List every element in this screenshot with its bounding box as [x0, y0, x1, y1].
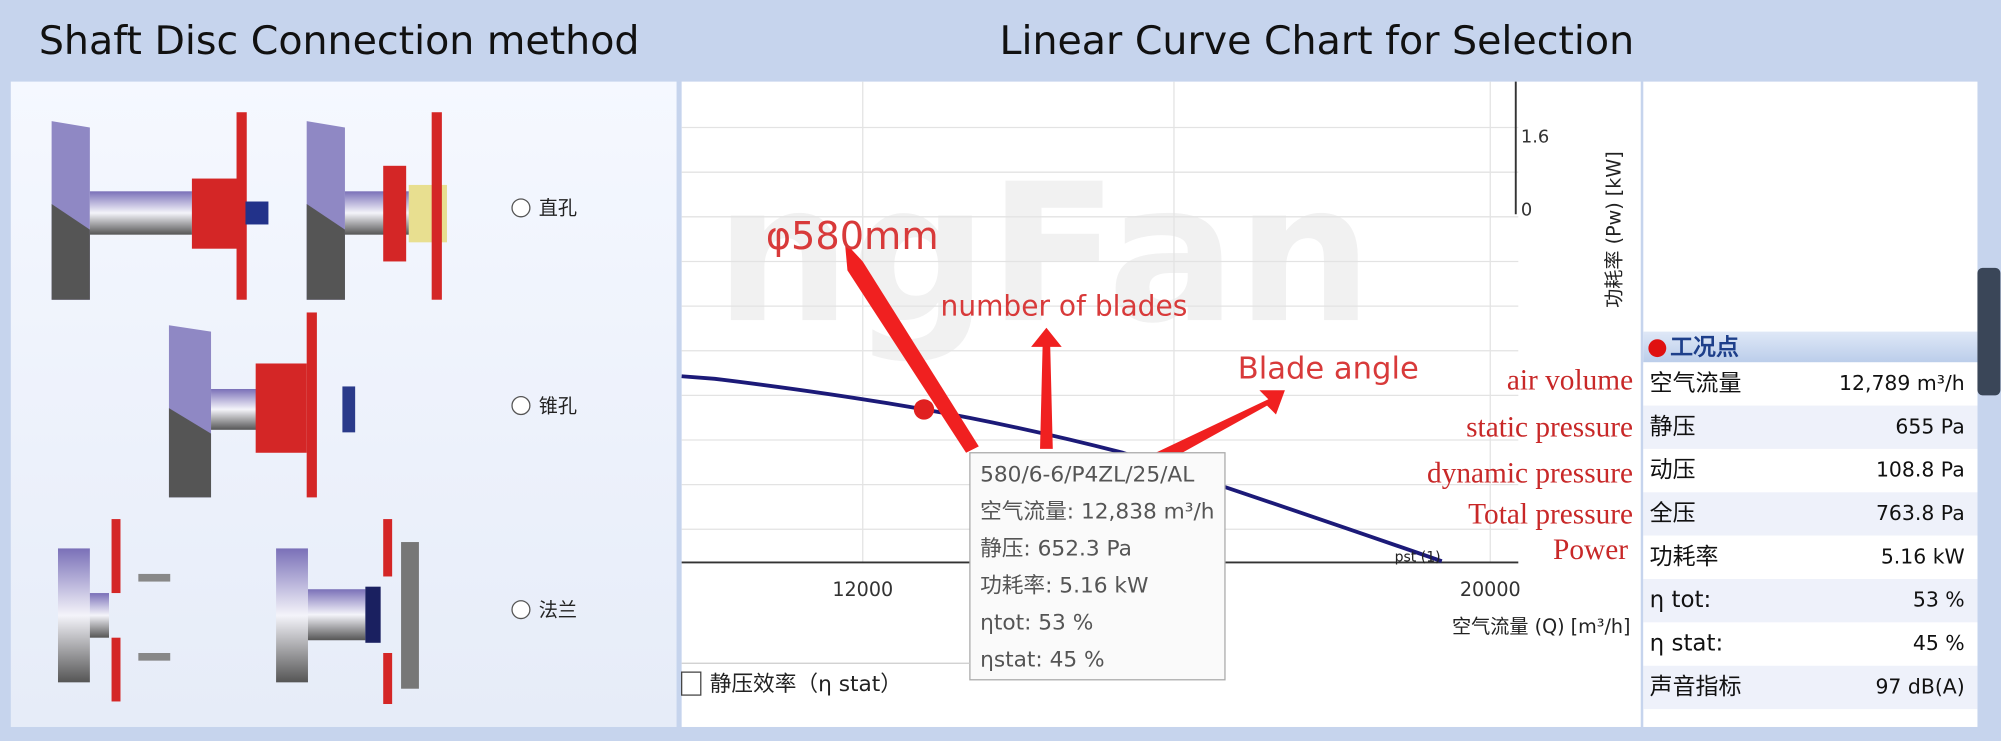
status-dot	[1648, 339, 1667, 358]
row-label: 动压	[1650, 457, 1696, 483]
row-value: 45 %	[1913, 631, 1965, 655]
operating-title: 工况点	[1670, 335, 1739, 361]
tooltip-line: ηstat: 45 %	[980, 648, 1105, 673]
annotation: φ580mm	[766, 214, 939, 259]
row-value: 53 %	[1913, 588, 1965, 612]
option-label[interactable]: 锥孔	[539, 394, 577, 417]
x-axis-label: 空气流量 (Q) [m³/h]	[1452, 615, 1630, 638]
y-axis-label: 功耗率 (Pw) [kW]	[1603, 151, 1626, 308]
drawing-taper	[168, 312, 356, 498]
legend: air volume static pressure dynamic press…	[1427, 364, 1633, 566]
scroll-handle[interactable]	[1977, 267, 2001, 396]
row-bg	[1643, 579, 1978, 623]
row-bg	[1643, 448, 1978, 493]
checkbox[interactable]	[681, 671, 702, 696]
tooltip-line: 静压: 652.3 Pa	[980, 537, 1132, 562]
checkbox-label[interactable]: 静压效率（η stat）	[710, 672, 902, 697]
row-label: η stat:	[1650, 631, 1724, 657]
row-label: 静压	[1650, 414, 1696, 440]
option-label[interactable]: 直孔	[539, 197, 577, 220]
row-label: 功耗率	[1650, 544, 1719, 570]
legend-label: Power	[1553, 534, 1628, 566]
row-bg	[1643, 622, 1978, 666]
tooltip-box	[969, 452, 1226, 681]
annotation: number of blades	[941, 289, 1188, 322]
row-value: 763.8 Pa	[1876, 501, 1965, 525]
legend-label: static pressure	[1466, 412, 1633, 444]
row-bg	[1643, 362, 1978, 406]
operating-rows: 空气流量 12,789 m³/h 静压 655 Pa 动压 108.8 Pa 全压 763.8…	[1643, 362, 1978, 710]
right-title: Linear Curve Chart for Selection	[999, 18, 1634, 64]
tooltip-line: 功耗率: 5.16 kW	[980, 574, 1148, 599]
row-value: 108.8 Pa	[1876, 458, 1965, 482]
row-value: 5.16 kW	[1881, 544, 1965, 568]
legend-label: Total pressure	[1468, 498, 1633, 530]
drawing-flange	[57, 519, 419, 705]
x-tick-label: 12000	[832, 578, 893, 601]
row-value: 12,789 m³/h	[1839, 371, 1965, 395]
radio[interactable]	[511, 198, 531, 218]
row-bg	[1643, 492, 1978, 536]
row-label: η tot:	[1650, 587, 1712, 613]
tooltip: 580/6-6/P4ZL/25/AL 空气流量: 12,838 m³/h 静压:…	[969, 452, 1226, 681]
option-label[interactable]: 法兰	[539, 598, 577, 621]
arrows	[844, 242, 1285, 470]
tooltip-line: ηtot: 53 %	[980, 611, 1093, 636]
x-tick-label: 20000	[1460, 578, 1521, 601]
row-bg	[1643, 665, 1978, 710]
connection-options: 直孔 锥孔 法兰	[511, 197, 577, 621]
y-tick-label: 1.6	[1521, 127, 1549, 148]
row-label: 全压	[1650, 500, 1696, 526]
legend-label: dynamic pressure	[1427, 457, 1633, 489]
left-title: Shaft Disc Connection method	[39, 18, 640, 64]
y-tick-label: 0	[1521, 199, 1532, 220]
row-value: 97 dB(A)	[1875, 674, 1964, 698]
tooltip-line: 空气流量: 12,838 m³/h	[980, 500, 1214, 525]
legend-label: air volume	[1507, 364, 1633, 396]
radio[interactable]	[511, 396, 531, 416]
annotation: Blade angle	[1238, 351, 1419, 386]
row-bg	[1643, 535, 1978, 580]
row-bg	[1643, 405, 1978, 449]
drawing-straight	[51, 112, 447, 300]
curve-label: pst (1)	[1395, 549, 1441, 565]
row-value: 655 Pa	[1895, 414, 1964, 438]
row-label: 空气流量	[1650, 370, 1742, 396]
tooltip-line: 580/6-6/P4ZL/25/AL	[980, 463, 1194, 488]
operating-header	[1643, 331, 1978, 365]
radio[interactable]	[511, 600, 531, 620]
watermark: ngFan	[715, 143, 1373, 366]
row-label: 声音指标	[1650, 674, 1742, 700]
operating-point	[913, 399, 935, 420]
